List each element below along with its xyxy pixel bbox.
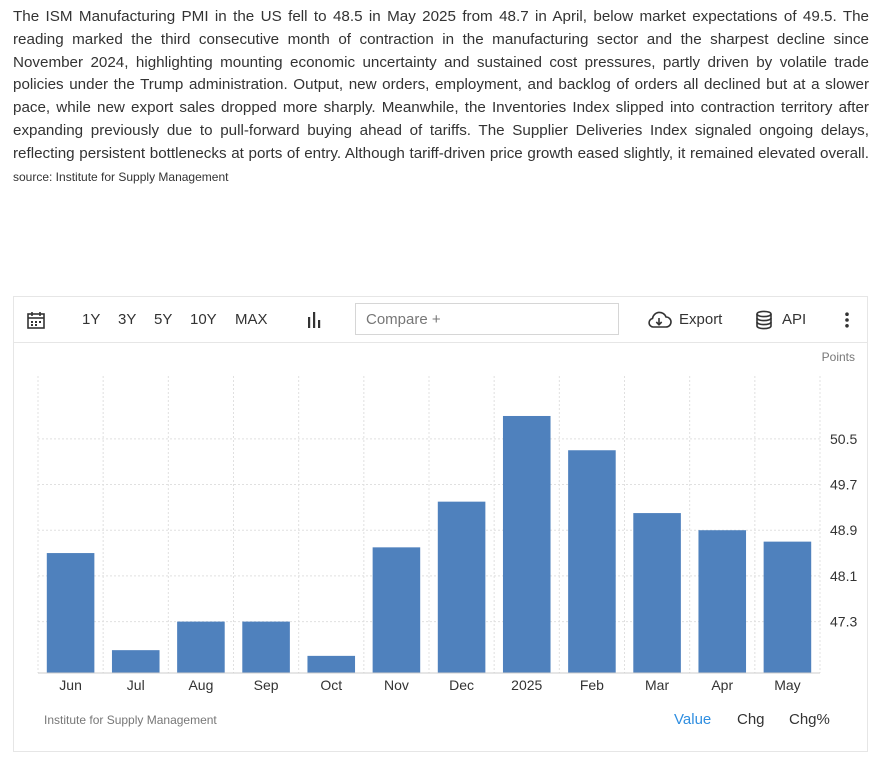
cloud-download-icon[interactable] xyxy=(646,310,672,330)
bar-mar xyxy=(633,513,681,673)
x-tick-label: 2025 xyxy=(511,677,542,693)
x-tick-label: Dec xyxy=(449,677,474,693)
api-button[interactable]: API xyxy=(782,311,807,328)
x-tick-label: Sep xyxy=(254,677,279,693)
y-tick-label: 50.5 xyxy=(830,431,857,447)
chart-type-icon[interactable] xyxy=(306,311,322,329)
y-tick-label: 49.7 xyxy=(830,477,857,493)
compare-input[interactable] xyxy=(355,303,619,335)
x-tick-label: Feb xyxy=(580,677,604,693)
x-tick-label: Jul xyxy=(127,677,145,693)
chart-panel: 1Y 3Y 5Y 10Y MAX Export xyxy=(13,296,868,752)
x-tick-label: Oct xyxy=(320,677,342,693)
summary-source: source: Institute for Supply Management xyxy=(13,169,229,184)
bar-jun xyxy=(46,553,95,673)
export-button[interactable]: Export xyxy=(679,311,723,328)
bar-sep xyxy=(242,621,290,673)
y-tick-label: 47.3 xyxy=(830,614,857,630)
bar-oct xyxy=(307,655,356,673)
range-3y-button[interactable]: 3Y xyxy=(118,311,137,328)
range-10y-button[interactable]: 10Y xyxy=(190,311,217,328)
bar-jul xyxy=(111,650,160,673)
chart-source: Institute for Supply Management xyxy=(44,713,217,727)
y-tick-label: 48.1 xyxy=(830,568,857,584)
tab-chg-percent[interactable]: Chg% xyxy=(789,711,830,728)
x-tick-label: May xyxy=(774,677,800,693)
summary-paragraph: The ISM Manufacturing PMI in the US fell… xyxy=(13,6,869,188)
x-tick-label: Mar xyxy=(645,677,669,693)
tab-value[interactable]: Value xyxy=(674,711,712,728)
tab-chg[interactable]: Chg xyxy=(737,711,765,728)
range-5y-button[interactable]: 5Y xyxy=(154,311,173,328)
bar-2025 xyxy=(502,415,551,673)
bar-chart: 47.3 48.1 48.9 49.7 50.5 Points Jun Jul Aug Sep Oc… xyxy=(37,350,857,693)
chart-toolbar: 1Y 3Y 5Y 10Y MAX Export xyxy=(14,297,867,343)
x-tick-label: Aug xyxy=(188,677,213,693)
x-tick-label: Apr xyxy=(711,677,733,693)
bar-apr xyxy=(698,530,747,673)
calendar-icon[interactable] xyxy=(26,310,46,330)
x-tick-label: Jun xyxy=(59,677,82,693)
more-options-icon[interactable] xyxy=(844,312,850,328)
y-tick-label: 48.9 xyxy=(830,522,857,538)
y-unit-label: Points xyxy=(822,350,855,364)
database-icon[interactable] xyxy=(755,310,773,330)
summary-text: The ISM Manufacturing PMI in the US fell… xyxy=(13,8,869,162)
bar-aug xyxy=(177,621,225,673)
x-tick-label: Nov xyxy=(384,677,409,693)
bar-dec xyxy=(437,501,486,673)
range-1y-button[interactable]: 1Y xyxy=(82,311,101,328)
range-max-button[interactable]: MAX xyxy=(235,311,268,328)
bar-nov xyxy=(372,547,421,673)
bar-may xyxy=(763,541,812,673)
bar-feb xyxy=(568,450,616,673)
